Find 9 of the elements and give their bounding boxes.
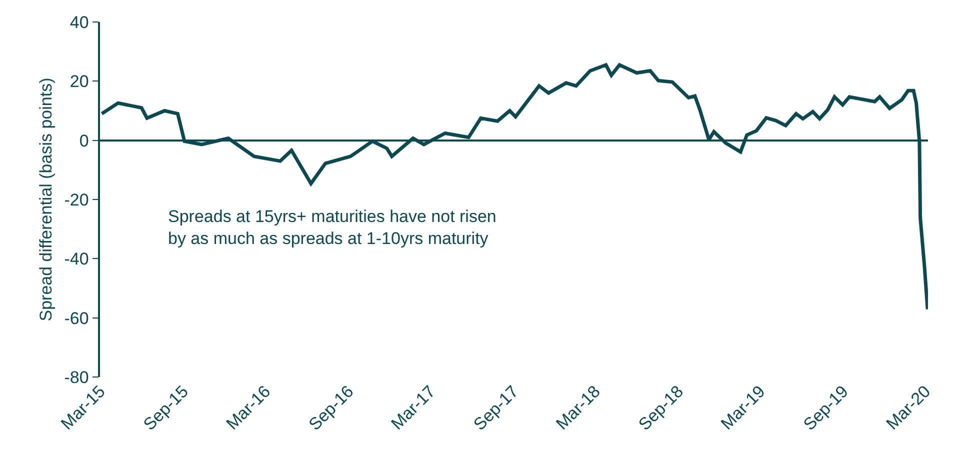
y-tick-label: 0 bbox=[79, 131, 89, 150]
y-axis-title: Spread differential (basis points) bbox=[36, 78, 56, 322]
y-tick-label: 40 bbox=[70, 12, 89, 32]
annotation: Spreads at 15yrs+ maturities have not risen by as much as spreads at 1-10yrs maturity bbox=[168, 207, 496, 248]
y-tick-label: -60 bbox=[64, 308, 89, 328]
y-tick-label: -40 bbox=[64, 250, 89, 269]
y-tick-label: -20 bbox=[64, 190, 89, 210]
y-tick-label: -80 bbox=[64, 368, 89, 387]
y-tick-label: 20 bbox=[70, 72, 89, 92]
